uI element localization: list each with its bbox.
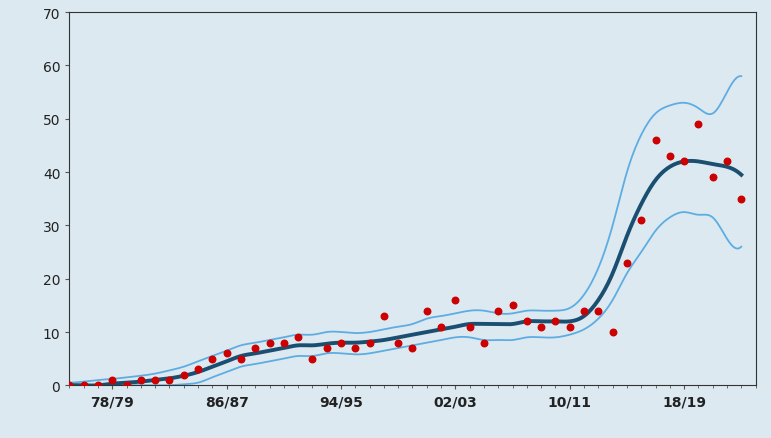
Point [92, 382, 104, 389]
Point [106, 377, 119, 384]
Point [607, 329, 619, 336]
Point [349, 345, 362, 352]
Point [221, 350, 233, 357]
Point [135, 377, 147, 384]
Point [549, 318, 561, 325]
Point [234, 355, 247, 362]
Point [578, 307, 591, 314]
Point [507, 302, 519, 309]
Point [163, 377, 176, 384]
Point [678, 159, 690, 166]
Point [520, 318, 533, 325]
Point [621, 260, 633, 267]
Point [478, 339, 490, 346]
Point [321, 345, 333, 352]
Point [63, 382, 76, 389]
Point [692, 121, 705, 128]
Point [421, 307, 433, 314]
Point [335, 339, 347, 346]
Point [463, 323, 476, 330]
Point [564, 323, 576, 330]
Point [592, 307, 604, 314]
Point [363, 339, 375, 346]
Point [535, 323, 547, 330]
Point [449, 297, 462, 304]
Point [78, 382, 90, 389]
Point [649, 137, 662, 144]
Point [206, 355, 218, 362]
Point [435, 323, 447, 330]
Point [292, 334, 305, 341]
Point [306, 355, 318, 362]
Point [706, 174, 719, 181]
Point [635, 217, 648, 224]
Point [192, 366, 204, 373]
Point [249, 345, 261, 352]
Point [721, 159, 733, 166]
Point [264, 339, 276, 346]
Point [664, 153, 676, 160]
Point [120, 382, 133, 389]
Point [392, 339, 404, 346]
Point [278, 339, 290, 346]
Point [735, 196, 747, 203]
Point [378, 313, 390, 320]
Point [492, 307, 504, 314]
Point [177, 371, 190, 378]
Point [406, 345, 419, 352]
Point [149, 377, 161, 384]
